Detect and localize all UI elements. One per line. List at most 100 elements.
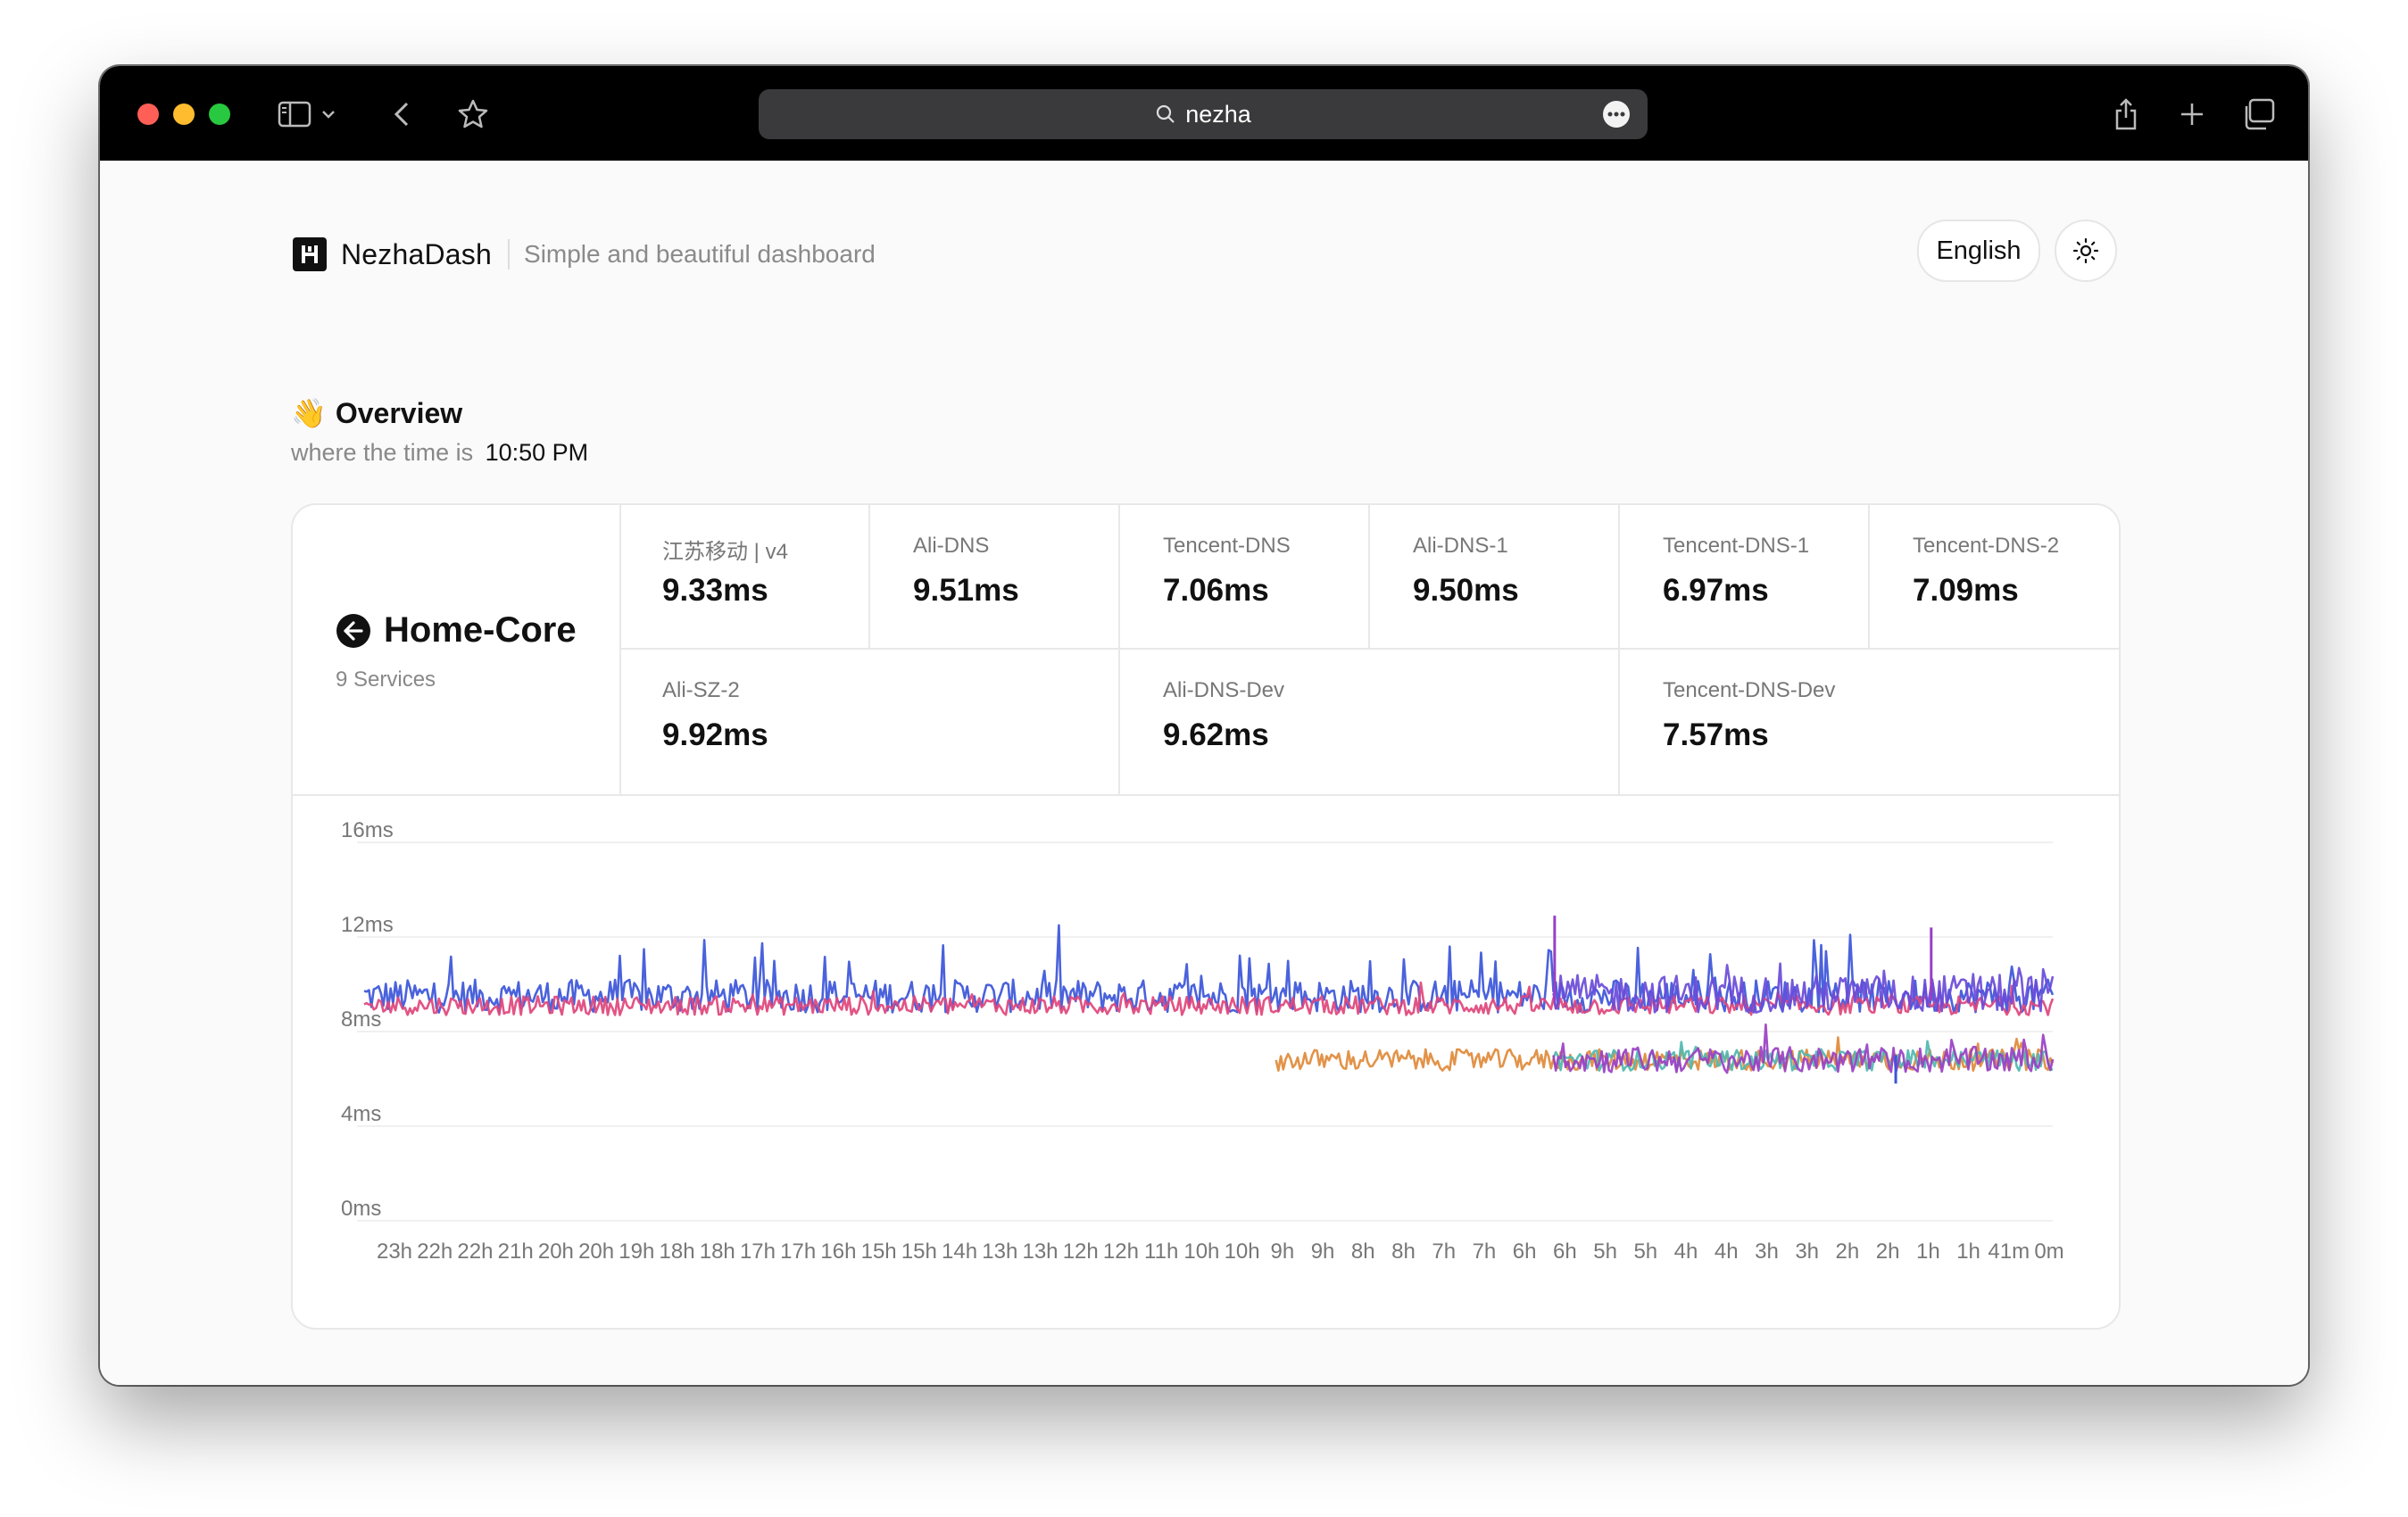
service-cell[interactable]: Ali-DNS-Dev 9.62ms [1120,650,1620,794]
x-tick-label: 13h [1022,1239,1058,1264]
service-name: Ali-DNS [913,534,990,558]
bookmark-button[interactable] [453,95,493,134]
group-summary[interactable]: Home-Core 9 Services [293,505,621,794]
x-tick-label: 11h [1144,1239,1178,1264]
x-tick-label: 22h [457,1239,493,1264]
group-title: Home-Core [336,610,577,651]
wave-emoji-icon: 👋 [291,397,327,429]
service-cell[interactable]: Tencent-DNS-2 7.09ms [1870,505,2119,650]
service-latency: 9.51ms [913,573,1019,608]
x-tick-label: 8h [1351,1239,1375,1264]
x-tick-label: 22h [417,1239,453,1264]
y-tick-label: 4ms [341,1102,381,1126]
arrow-left-circle-icon [336,613,370,648]
overview-subtitle: where the time is 10:50 PM [291,439,588,467]
browser-window: nezha [100,66,2308,1385]
chevron-down-icon [322,111,335,119]
brand-divider [508,239,511,269]
sun-icon [2072,237,2099,264]
x-tick-label: 8h [1391,1239,1416,1264]
x-tick-label: 1h [1916,1239,1940,1264]
x-tick-label: 4h [1674,1239,1698,1264]
tabs-icon [2245,98,2275,130]
page-content: NezhaDash Simple and beautiful dashboard… [100,161,2308,1385]
x-tick-label: 4h [1715,1239,1739,1264]
service-latency: 9.62ms [1163,717,1269,752]
sidebar-toggle-button[interactable] [275,95,314,134]
brand[interactable]: NezhaDash Simple and beautiful dashboard [293,237,876,271]
service-name: Tencent-DNS-2 [1913,534,2060,558]
y-tick-label: 12ms [341,913,394,937]
service-name: Tencent-DNS-1 [1663,534,1810,558]
x-tick-label: 0m [2034,1239,2063,1264]
x-tick-label: 2h [1836,1239,1860,1264]
x-tick-label: 17h [740,1239,776,1264]
time-prefix: where the time is [291,439,474,466]
x-tick-label: 10h [1225,1239,1260,1264]
y-tick-label: 16ms [341,818,394,842]
x-tick-label: 15h [901,1239,937,1264]
x-tick-label: 16h [820,1239,856,1264]
service-latency: 7.57ms [1663,717,1769,752]
x-tick-label: 23h [377,1239,412,1264]
x-tick-label: 12h [1063,1239,1099,1264]
x-tick-label: 15h [861,1239,897,1264]
service-latency: 9.92ms [662,717,768,752]
x-tick-label: 12h [1103,1239,1139,1264]
sidebar-menu-button[interactable] [318,95,339,134]
service-cell[interactable]: Ali-SZ-2 9.92ms [619,650,1120,794]
service-name: Ali-DNS-Dev [1163,678,1285,702]
share-button[interactable] [2106,95,2146,134]
series-line-2 [1552,962,2055,1014]
x-tick-label: 6h [1553,1239,1577,1264]
service-cell[interactable]: Tencent-DNS-Dev 7.57ms [1620,650,2119,794]
language-button[interactable]: English [1917,220,2040,282]
x-tick-label: 41m [1988,1239,2030,1264]
service-name: Ali-SZ-2 [662,678,740,702]
services-count: 9 Services [336,667,436,692]
x-tick-label: 9h [1311,1239,1335,1264]
back-button[interactable] [382,95,421,134]
x-tick-label: 10h [1183,1239,1219,1264]
page-menu-button[interactable] [1603,101,1630,128]
x-tick-label: 18h [660,1239,695,1264]
new-tab-button[interactable] [2172,95,2212,134]
service-cell[interactable]: Ali-DNS 9.51ms [870,505,1120,650]
x-tick-label: 6h [1513,1239,1537,1264]
star-icon [458,99,488,128]
x-tick-label: 7h [1473,1239,1497,1264]
service-name: Ali-DNS-1 [1413,534,1508,558]
x-tick-label: 1h [1956,1239,1980,1264]
service-cell[interactable]: 江苏移动 | v4 9.33ms [619,505,870,650]
brand-tagline: Simple and beautiful dashboard [524,240,876,268]
x-tick-label: 3h [1795,1239,1819,1264]
close-window-button[interactable] [137,104,159,125]
service-latency: 6.97ms [1663,573,1769,608]
overview-title: Overview [335,396,463,429]
y-tick-label: 8ms [341,1007,381,1032]
service-latency: 9.50ms [1413,573,1519,608]
group-card: Home-Core 9 Services 江苏移动 | v4 9.33ms Al… [291,503,2121,1330]
zoom-window-button[interactable] [209,104,230,125]
address-bar[interactable]: nezha [759,89,1648,139]
service-latency: 9.33ms [662,573,768,608]
series-line-5 [1552,1023,2055,1074]
x-tick-label: 2h [1876,1239,1900,1264]
x-tick-label: 20h [538,1239,574,1264]
x-tick-label: 13h [982,1239,1017,1264]
share-icon [2115,98,2137,130]
service-cell[interactable]: Tencent-DNS 7.06ms [1120,505,1370,650]
theme-toggle-button[interactable] [2055,220,2117,282]
minimize-window-button[interactable] [173,104,195,125]
x-tick-label: 5h [1593,1239,1617,1264]
x-tick-label: 14h [942,1239,977,1264]
brand-logo-icon [293,237,327,271]
plus-icon [2181,104,2203,125]
service-cell[interactable]: Tencent-DNS-1 6.97ms [1620,505,1870,650]
service-cell[interactable]: Ali-DNS-1 9.50ms [1370,505,1620,650]
chevron-left-icon [394,102,409,127]
tabs-overview-button[interactable] [2238,95,2278,134]
latency-chart: 16ms 12ms 8ms 4ms 0ms 23h 22h 22h 21h 20h 20h 19h 1… [293,794,2119,1328]
service-latency: 7.09ms [1913,573,2019,608]
